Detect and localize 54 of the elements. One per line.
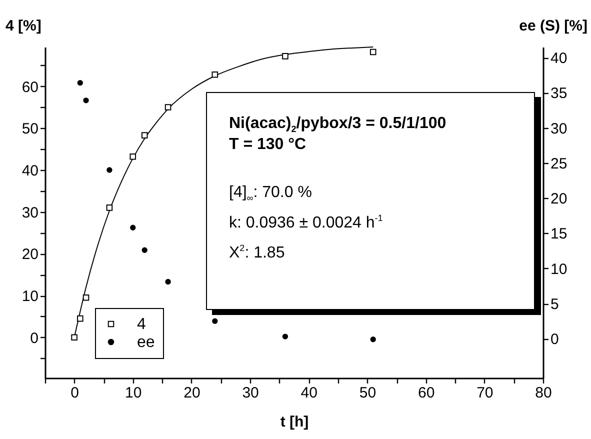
point [212, 318, 218, 324]
y2-tick-label: 5 [550, 296, 559, 314]
annotation: Ni(acac)$_{2}$/pybox/3 = 0.5/1/100 [229, 115, 448, 134]
point [370, 336, 376, 342]
point [212, 71, 218, 78]
point [142, 247, 148, 253]
annotation: X$^{2}$: 1.85 [229, 242, 286, 262]
y2-tick-label: 15 [550, 226, 568, 243]
y2-tick-label: 0 [550, 331, 559, 348]
x-tick-label: 80 [535, 384, 552, 402]
point [83, 98, 89, 104]
point [164, 104, 172, 110]
point [370, 48, 376, 56]
x-tick-label: 0 [70, 384, 79, 402]
y-tick-label: 30 [22, 204, 38, 222]
point [165, 278, 171, 285]
y2-tick-label: 35 [550, 85, 568, 102]
annotation: T = 130 °C [229, 136, 308, 154]
point [130, 224, 136, 230]
y-axis-title: 4 [%] [6, 18, 42, 34]
point [130, 153, 136, 160]
y2-tick-label: 10 [550, 260, 568, 278]
y-tick-label: 60 [22, 78, 38, 96]
y2-tick-label: 30 [550, 120, 568, 138]
annotation: [4]$_{∞}$: 70.0 % [229, 184, 313, 204]
x-tick-label: 10 [125, 384, 142, 402]
y2-tick-label: 20 [550, 190, 568, 208]
x-tick-label: 70 [476, 384, 494, 402]
annotation: k: 0.0936 ± 0.0024 h$^{-1}$ [229, 213, 384, 233]
y-tick-label: 10 [22, 288, 38, 306]
y-tick-label: 0 [30, 330, 38, 347]
point [282, 334, 288, 340]
x-tick-label: 50 [359, 384, 376, 402]
point [71, 334, 78, 341]
x-tick-label: 20 [184, 384, 200, 402]
y-tick-label: 20 [22, 246, 38, 264]
y-tick-label: 40 [22, 162, 38, 180]
point [77, 80, 83, 86]
y-tick-label: 50 [22, 120, 38, 138]
y2-axis-title: ee (S) [%] [519, 18, 588, 34]
point [106, 167, 112, 173]
legend-label: ee [137, 334, 155, 351]
x-tick-label: 60 [418, 384, 435, 402]
point [106, 204, 113, 211]
point [77, 315, 84, 322]
y2-tick-label: 25 [550, 155, 568, 172]
legend-label: 4 [137, 316, 146, 333]
x-tick-label: 40 [300, 384, 318, 402]
point [141, 132, 148, 138]
y2-tick-label: 40 [550, 50, 568, 68]
x-axis-title: t [h] [280, 414, 309, 430]
x-tick-label: 30 [242, 384, 259, 402]
point [82, 294, 90, 301]
point [282, 53, 288, 60]
